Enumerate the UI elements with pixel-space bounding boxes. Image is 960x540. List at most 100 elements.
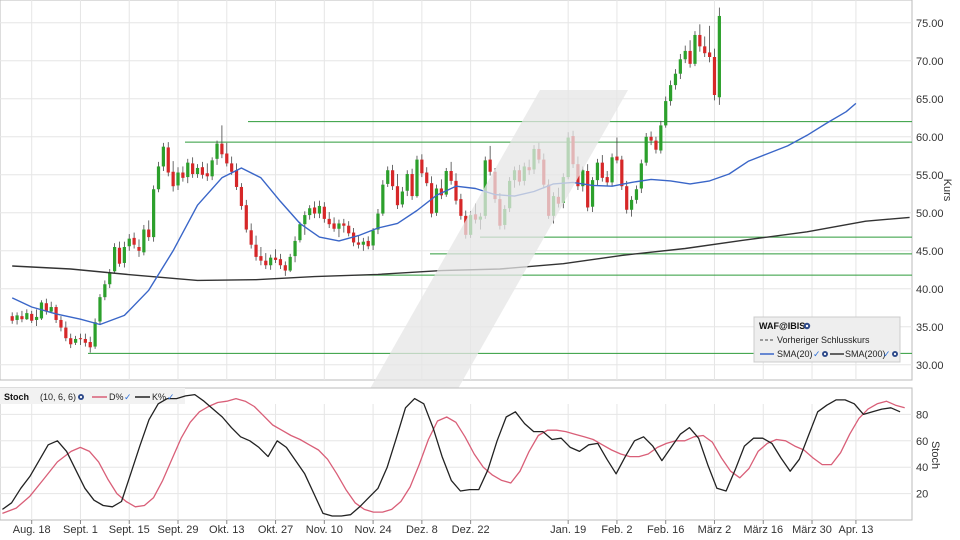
candle-body [249, 230, 253, 245]
checkmark-icon[interactable]: ✓ [124, 392, 132, 402]
candle-body [605, 177, 609, 183]
candle-body [113, 247, 117, 272]
candle-body [600, 162, 604, 178]
candle-body [654, 140, 658, 150]
candle-body [288, 256, 292, 271]
watermark-slash-logo [334, 90, 628, 452]
candle-body [147, 229, 151, 238]
legend-prev-close-label[interactable]: Vorheriger Schlusskurs [777, 335, 870, 345]
candle-body [156, 166, 161, 190]
candle-body [395, 186, 400, 206]
candle-body [439, 188, 443, 196]
candle-body [205, 173, 209, 177]
candle-body [586, 171, 590, 208]
candle-body [171, 171, 175, 187]
x-tick-label: Jan. 19 [550, 524, 586, 536]
checkmark-icon[interactable]: ✓ [167, 392, 175, 402]
settings-gear-icon[interactable] [78, 394, 84, 400]
candle-body [308, 208, 312, 216]
x-tick-label: Okt. 13 [209, 524, 244, 536]
candle-body [337, 223, 341, 229]
candle-body [322, 206, 326, 219]
candle-body [108, 272, 112, 285]
candle-body [376, 213, 380, 230]
x-tick-label: Aug. 18 [13, 524, 51, 536]
candle-body [664, 101, 668, 126]
candle-body [688, 50, 692, 64]
candle-body [186, 162, 190, 178]
candle-body [69, 338, 73, 345]
legend-d-label[interactable]: D% [109, 392, 124, 402]
price-tick-label: 60.00 [916, 132, 944, 144]
candle-body [634, 189, 639, 200]
stoch-params: (10, 6, 6) [40, 392, 76, 402]
candle-body [244, 205, 248, 230]
candle-body [127, 238, 131, 247]
candle-body [49, 307, 53, 312]
x-tick-label: Feb. 16 [647, 524, 684, 536]
candle-body [161, 146, 165, 167]
x-tick-label: Sept. 29 [158, 524, 199, 536]
candle-body [488, 159, 492, 172]
candle-body [30, 313, 34, 321]
candle-body [356, 242, 361, 245]
checkmark-icon[interactable]: ✓ [813, 349, 821, 359]
stoch-tick-label: 40 [916, 462, 928, 474]
x-tick-label: Dez. 8 [406, 524, 438, 536]
candle-body [273, 257, 278, 260]
price-tick-label: 55.00 [916, 170, 944, 182]
candle-body [34, 316, 39, 320]
candle-body [191, 163, 195, 175]
candle-body [390, 170, 395, 187]
stoch-title: Stoch [4, 392, 29, 402]
price-axis-title: Kurs [941, 179, 953, 202]
stoch-tick-label: 80 [916, 409, 928, 421]
price-tick-label: 70.00 [916, 56, 944, 68]
candle-body [659, 125, 663, 151]
candle-body [629, 199, 634, 210]
candle-body [278, 259, 283, 266]
candle-body [620, 159, 624, 187]
stoch-axis-title: Stoch [929, 441, 941, 469]
candle-body [215, 143, 219, 159]
candle-body [152, 189, 156, 238]
candle-body [103, 284, 107, 298]
settings-gear-icon[interactable] [803, 322, 811, 330]
candle-body [122, 247, 126, 263]
candle-body [181, 172, 185, 178]
legend-k-label[interactable]: K% [152, 392, 166, 402]
candle-body [425, 172, 429, 184]
candle-body [668, 85, 673, 102]
x-tick-label: Apr. 13 [838, 524, 873, 536]
candle-body [20, 316, 24, 320]
candle-body [225, 153, 229, 164]
settings-gear-icon[interactable] [892, 351, 898, 357]
candle-body [137, 247, 141, 251]
candle-body [83, 338, 87, 343]
candle-body [434, 188, 439, 213]
candle-body [717, 15, 721, 98]
price-tick-label: 65.00 [916, 94, 944, 106]
x-tick-label: Sept. 15 [109, 524, 150, 536]
candle-body [698, 34, 702, 47]
x-tick-label: Nov. 24 [355, 524, 392, 536]
candle-body [410, 174, 414, 197]
stoch-tick-label: 20 [916, 489, 928, 501]
candle-body [132, 237, 136, 245]
candle-body [678, 59, 682, 74]
candle-body [590, 180, 595, 207]
candle-body [64, 327, 68, 339]
candle-body [703, 46, 707, 54]
candle-body [386, 170, 390, 184]
x-tick-label: Feb. 2 [601, 524, 632, 536]
x-tick-label: Nov. 10 [306, 524, 343, 536]
legend-sma20-label[interactable]: SMA(20) [777, 349, 813, 359]
candle-body [625, 186, 629, 210]
price-legend: WAF@IBIS Vorheriger Schlusskurs SMA(20) … [753, 316, 901, 363]
x-axis: Aug. 18 Sept. 1 Sept. 15 Sept. 29 Okt. 13 Okt… [13, 520, 873, 536]
checkmark-icon[interactable]: ✓ [883, 349, 891, 359]
settings-gear-icon[interactable] [822, 351, 828, 357]
legend-sma200-label[interactable]: SMA(200) [845, 349, 886, 359]
candle-body [371, 230, 375, 246]
